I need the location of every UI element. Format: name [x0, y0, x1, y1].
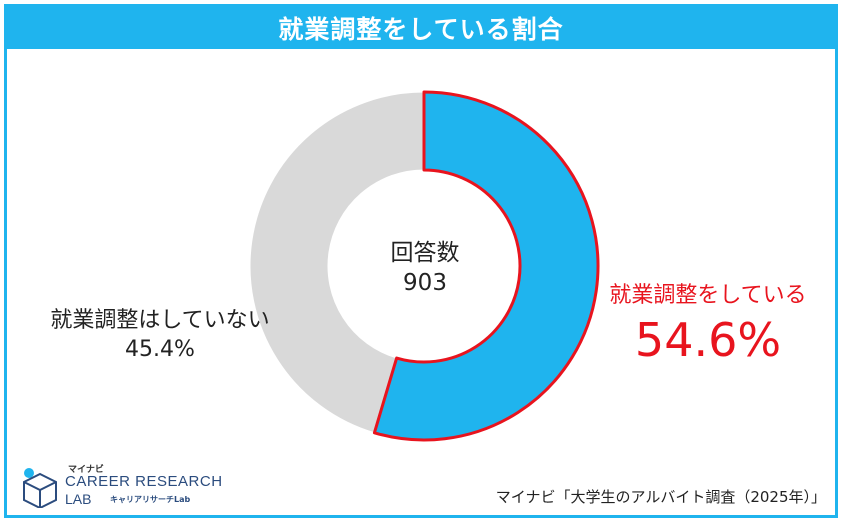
slice-label-adjusting-name: 就業調整をしている: [609, 283, 807, 308]
cube-logo-icon: [23, 468, 57, 508]
center-label-title: 回答数: [390, 240, 460, 266]
slice-label-not-adjusting-name: 就業調整はしていない: [50, 308, 270, 333]
center-label: 回答数 903: [355, 238, 495, 298]
chart-title: 就業調整をしている割合: [7, 7, 835, 49]
career-research-lab-logo: マイナビ CAREER RESEARCH LAB キャリアリサーチLab: [20, 462, 240, 512]
logo-brand-lab: LAB: [65, 491, 92, 507]
center-label-count: 903: [403, 270, 447, 296]
logo-brand-main: CAREER RESEARCH: [65, 473, 223, 490]
slice-label-adjusting-value: 54.6%: [634, 313, 782, 367]
slice-label-not-adjusting-value: 45.4%: [125, 337, 195, 362]
slice-label-not-adjusting: 就業調整はしていない 45.4%: [40, 307, 280, 365]
logo-brand-sub: キャリアリサーチLab: [110, 495, 191, 504]
donut-slice-1: [249, 91, 425, 434]
logo-brand-small: マイナビ: [68, 465, 104, 475]
donut-slice-0: [372, 90, 600, 442]
source-note: マイナビ「大学生のアルバイト調査（2025年）」: [495, 488, 826, 506]
slice-label-adjusting: 就業調整をしている 54.6%: [598, 282, 818, 370]
